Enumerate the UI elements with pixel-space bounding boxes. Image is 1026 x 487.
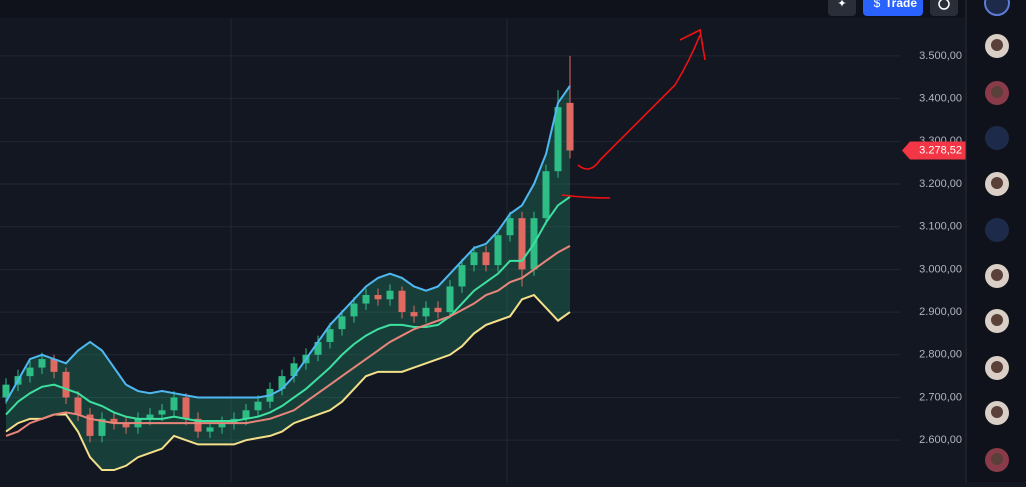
price-axis: 2.600,00 2.700,00 2.800,00 2.900,00 3.000,00… [902, 50, 966, 446]
candle-body [278, 376, 286, 389]
y-tick-label: 2.700,00 [919, 391, 962, 403]
magic-button[interactable] [828, 0, 856, 16]
y-tick-label: 2.600,00 [919, 434, 962, 446]
candle-body [542, 171, 550, 219]
candle-body [506, 218, 514, 236]
y-tick-label: 3.100,00 [919, 221, 962, 233]
candle-body [62, 371, 70, 398]
candle-body [158, 410, 166, 415]
candle-body [434, 307, 442, 313]
trade-button[interactable] [863, 0, 923, 16]
indicator-line [5, 85, 571, 403]
y-tick-label: 3.400,00 [919, 93, 962, 105]
candle-body [494, 235, 502, 266]
indicator-line [5, 293, 571, 472]
avatar[interactable] [985, 126, 1009, 150]
candle-body [290, 363, 298, 377]
last-price-tag [902, 141, 966, 160]
candle-body [338, 316, 346, 330]
y-tick-label: 2.900,00 [919, 306, 962, 318]
candle-body [422, 307, 430, 317]
candle-body [554, 107, 562, 172]
y-tick-label: 3.000,00 [919, 263, 962, 275]
drawn-arrow [577, 28, 706, 170]
trade-icon: $ [874, 0, 881, 10]
trade-label: Trade [885, 0, 917, 10]
magic-icon: ✦ [837, 0, 846, 10]
last-price-label: 3.278,52 [919, 144, 962, 156]
candle-body [2, 384, 10, 398]
candle-body [470, 252, 478, 266]
avatar-face [991, 314, 1003, 326]
band-fill [6, 85, 570, 471]
avatar-face [991, 269, 1003, 281]
avatar-face [991, 361, 1003, 373]
candle-body [170, 397, 178, 411]
candle-body [110, 418, 118, 424]
y-tick-label: 2.800,00 [919, 349, 962, 361]
candle-body [242, 410, 250, 419]
candle-body [218, 423, 226, 428]
indicator-line [5, 195, 571, 422]
candle-body [182, 397, 190, 419]
candle-body [74, 397, 82, 415]
candle-body [446, 286, 454, 313]
candle-body [566, 102, 574, 151]
candle-body [398, 290, 406, 313]
avatar[interactable] [985, 218, 1009, 242]
avatar-face [991, 86, 1003, 98]
settings-button[interactable] [930, 0, 958, 16]
top-bar [0, 0, 966, 18]
avatar[interactable] [984, 0, 1010, 16]
avatar-face [991, 453, 1003, 465]
avatar-face [991, 177, 1003, 189]
candle-body [374, 295, 382, 300]
plot [2, 55, 574, 472]
drawn-line [561, 194, 611, 199]
avatar-face [991, 406, 1003, 418]
candle-body [122, 423, 130, 428]
candle-body [518, 218, 526, 270]
settings-icon [938, 0, 950, 10]
candle-body [86, 414, 94, 436]
candle-body [254, 401, 262, 411]
candle-body [482, 252, 490, 266]
candle-body [146, 414, 154, 419]
y-tick-label: 3.500,00 [919, 50, 962, 62]
candle-body [98, 418, 106, 436]
candle-body [362, 295, 370, 304]
candle-body [386, 290, 394, 300]
candle-body [50, 359, 58, 372]
candle-body [326, 329, 334, 342]
candle-body [410, 312, 418, 317]
candle-body [458, 265, 466, 287]
candle-body [314, 341, 322, 355]
indicator-line [5, 245, 571, 437]
y-tick-label: 3.200,00 [919, 178, 962, 190]
candle-body [194, 418, 202, 432]
avatar-face [991, 39, 1003, 51]
candle-body [26, 367, 34, 377]
avatar-list [984, 0, 1010, 472]
candle-body [350, 303, 358, 317]
candle-body [206, 427, 214, 432]
grid [0, 55, 900, 441]
candle-body [38, 359, 46, 368]
